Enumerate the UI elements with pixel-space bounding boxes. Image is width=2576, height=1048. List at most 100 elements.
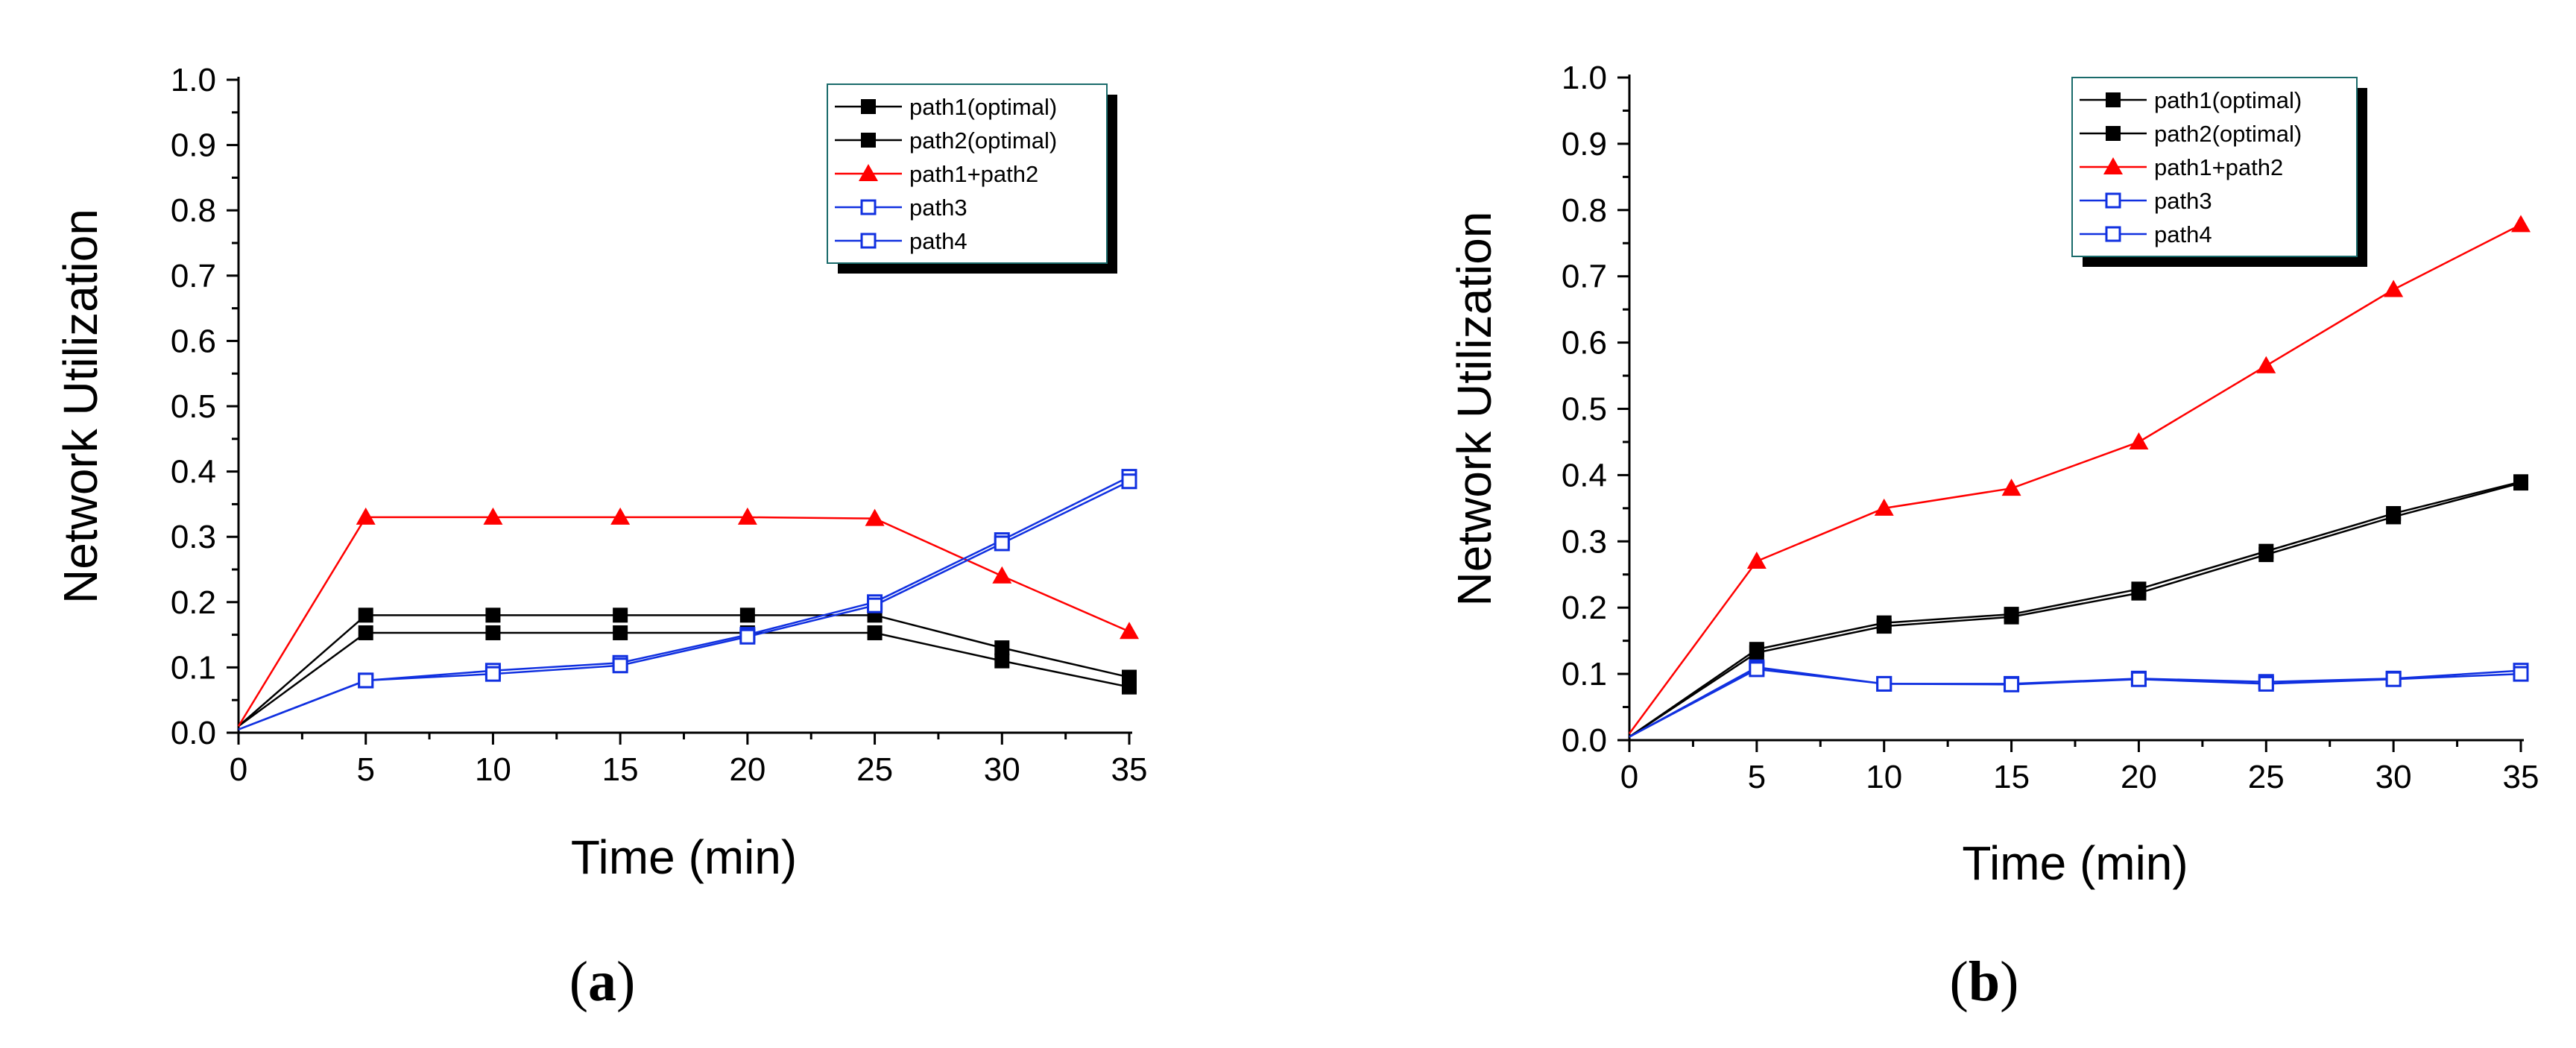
- series-line: [238, 476, 1130, 730]
- legend-item: path1+path2: [835, 161, 1038, 187]
- legend-item: path1(optimal): [2080, 87, 2302, 113]
- y-tick-label: 0.9: [171, 127, 216, 164]
- series-markers-path1-path2: [1746, 215, 2531, 569]
- data-point: [2004, 609, 2019, 625]
- data-point: [865, 508, 885, 526]
- data-point: [483, 507, 503, 525]
- data-point: [2511, 215, 2531, 233]
- legend-label: path3: [909, 195, 967, 221]
- series-line: [1629, 668, 2522, 738]
- series-path4: [238, 480, 1130, 730]
- legend-label: path1(optimal): [909, 94, 1057, 120]
- data-point: [610, 507, 631, 525]
- data-point: [739, 628, 756, 645]
- legend-item: path1(optimal): [835, 94, 1057, 120]
- legend-item: path2(optimal): [2080, 121, 2302, 147]
- legend-label: path3: [2154, 188, 2212, 214]
- legend: path1(optimal) path2(optimal) path1+path2 p…: [827, 83, 1117, 274]
- y-tick-label: 0.0: [171, 715, 216, 751]
- y-tick-label: 0.7: [1562, 259, 1607, 295]
- series-path1-path2: [1628, 224, 2522, 734]
- data-point: [2004, 676, 2020, 692]
- series-path3: [238, 476, 1130, 730]
- legend-item: path3: [835, 195, 967, 221]
- data-point: [2256, 356, 2276, 373]
- data-point: [1749, 661, 1765, 678]
- x-tick-label: 5: [1748, 759, 1766, 795]
- data-point: [1120, 622, 1139, 640]
- series-line: [1629, 481, 2522, 738]
- legend-label: path1(optimal): [2154, 87, 2302, 113]
- data-point: [358, 607, 373, 623]
- x-tick-label: 35: [2503, 759, 2539, 795]
- data-point: [994, 653, 1010, 669]
- data-point: [2130, 671, 2147, 687]
- panel-caption: (a): [569, 950, 636, 1013]
- series-markers-path1-optimal-: [358, 607, 1137, 685]
- x-axis-title: Time (min): [1962, 836, 2188, 890]
- x-tick-label: 20: [729, 751, 765, 788]
- y-tick-label: 0.5: [1562, 391, 1607, 428]
- y-tick-label: 0.5: [171, 388, 216, 425]
- x-tick-label: 15: [602, 751, 639, 788]
- data-point: [867, 597, 883, 613]
- data-point: [485, 625, 501, 640]
- data-point: [867, 625, 883, 640]
- data-point: [2513, 476, 2528, 491]
- series-path4: [1629, 668, 2522, 738]
- x-tick-label: 25: [2248, 759, 2285, 795]
- x-tick-label: 20: [2121, 759, 2157, 795]
- legend-label: path4: [2154, 221, 2212, 247]
- y-tick-label: 0.9: [1562, 126, 1607, 162]
- series-path2-optimal-: [238, 631, 1130, 727]
- y-tick-label: 0.6: [1562, 325, 1607, 362]
- series-line: [238, 631, 1130, 727]
- data-point: [1876, 675, 1892, 692]
- data-point: [2131, 585, 2147, 601]
- legend-label: path4: [909, 228, 967, 254]
- data-point: [2001, 479, 2021, 496]
- y-tick-label: 0.1: [171, 649, 216, 686]
- legend-marker: [860, 233, 877, 249]
- legend-marker: [860, 199, 877, 215]
- data-point: [1749, 645, 1764, 660]
- data-point: [358, 672, 374, 689]
- legend-marker: [861, 99, 876, 114]
- series-path1-optimal-: [1629, 481, 2522, 738]
- x-tick-label: 10: [475, 751, 511, 788]
- series-markers-path1-path2: [356, 507, 1139, 640]
- series-line: [237, 516, 1130, 727]
- data-point: [994, 535, 1010, 552]
- x-tick-label: 0: [1620, 759, 1638, 795]
- panel-label: a: [588, 950, 616, 1013]
- data-point: [1122, 679, 1137, 695]
- y-tick-label: 0.4: [1562, 457, 1607, 493]
- y-tick-label: 1.0: [1562, 60, 1607, 96]
- legend-label: path1+path2: [2154, 154, 2283, 180]
- legend-item: path4: [2080, 221, 2212, 247]
- series-path1-path2: [237, 516, 1130, 727]
- legend-item: path4: [835, 228, 967, 254]
- y-tick-label: 0.0: [1562, 722, 1607, 759]
- y-tick-label: 1.0: [171, 62, 216, 98]
- data-point: [2258, 547, 2274, 563]
- y-tick-label: 0.2: [171, 584, 216, 621]
- data-point: [2384, 280, 2404, 297]
- legend-label: path2(optimal): [909, 127, 1057, 154]
- x-tick-label: 30: [2375, 759, 2412, 795]
- data-point: [2513, 666, 2529, 682]
- y-tick-label: 0.6: [171, 323, 216, 359]
- series-markers-path2-optimal-: [1749, 476, 2528, 660]
- x-tick-label: 5: [356, 751, 374, 788]
- data-point: [1876, 619, 1892, 634]
- y-tick-label: 0.8: [171, 192, 216, 229]
- legend-marker: [2105, 226, 2121, 242]
- series-markers-path4: [1749, 661, 2529, 692]
- y-tick-label: 0.4: [171, 454, 216, 490]
- legend-marker: [859, 164, 878, 181]
- y-tick-label: 0.3: [1562, 523, 1607, 560]
- series-line: [238, 614, 1130, 727]
- legend-item: path2(optimal): [835, 127, 1057, 154]
- data-point: [2385, 671, 2402, 687]
